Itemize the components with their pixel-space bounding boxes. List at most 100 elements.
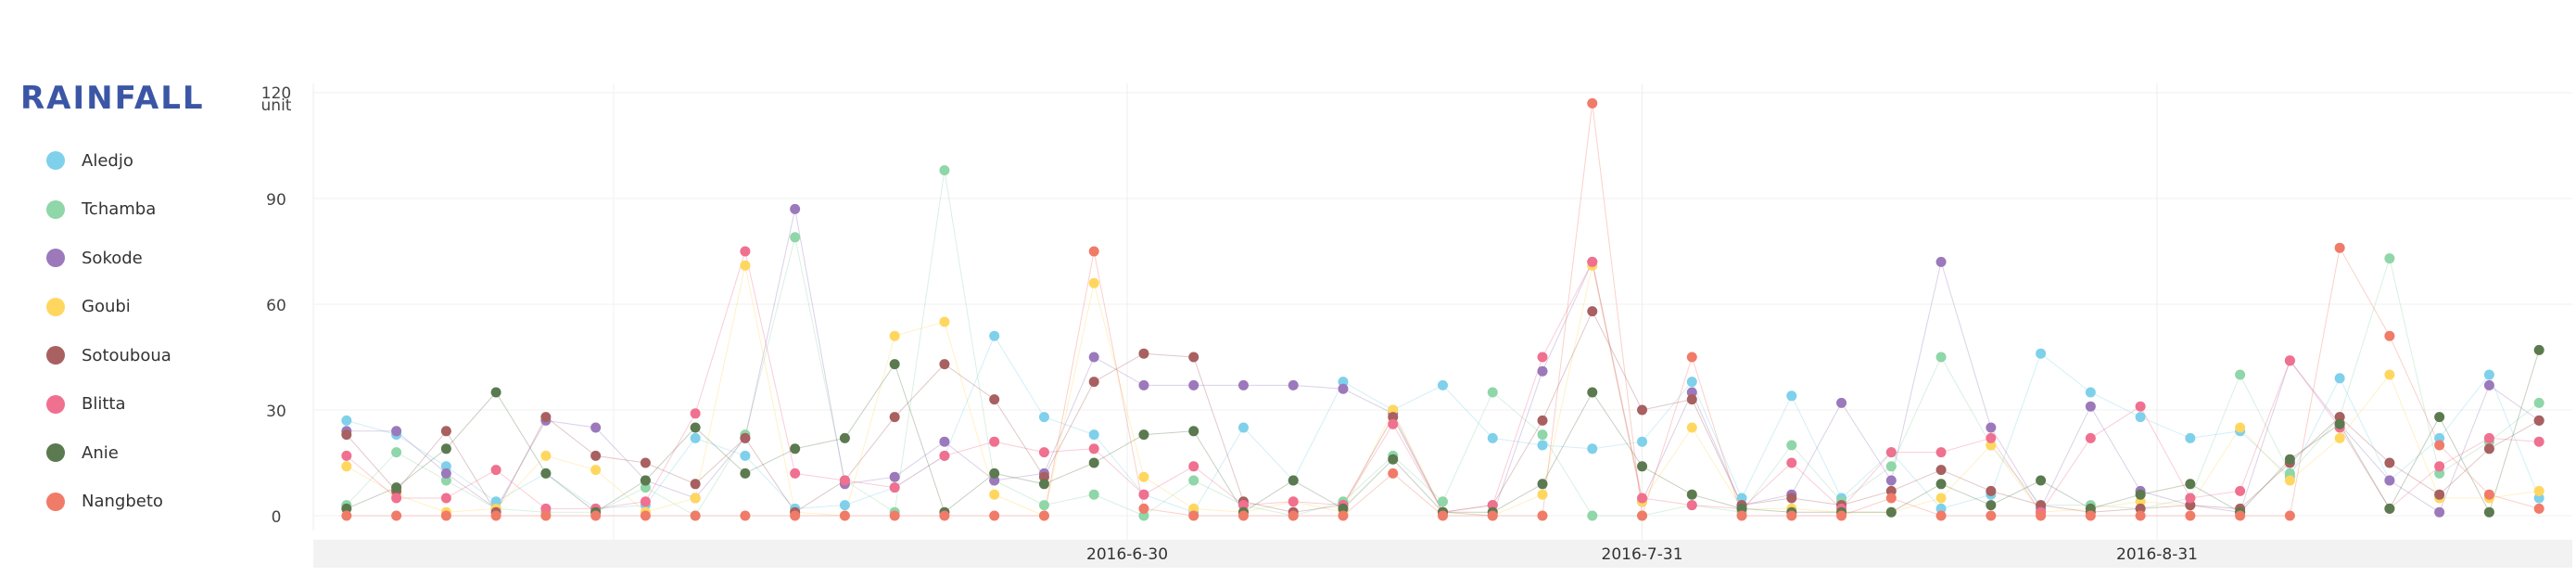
data-point-blitta[interactable] — [1038, 447, 1049, 458]
data-point-sotouboua[interactable] — [690, 479, 701, 490]
data-point-anie[interactable] — [2135, 489, 2146, 500]
data-point-blitta[interactable] — [540, 503, 552, 514]
data-point-sotouboua[interactable] — [1537, 415, 1548, 426]
data-point-sotouboua[interactable] — [2483, 443, 2494, 454]
data-point-aledjo[interactable] — [1786, 390, 1797, 402]
data-point-sokode[interactable] — [1686, 387, 1697, 398]
data-point-sotouboua[interactable] — [1686, 394, 1697, 405]
data-point-anie[interactable] — [839, 432, 850, 443]
data-point-tchamba[interactable] — [1438, 496, 1448, 507]
data-point-blitta[interactable] — [1935, 447, 1947, 458]
data-point-goubi[interactable] — [1935, 493, 1947, 504]
data-point-aledjo[interactable] — [740, 450, 751, 461]
data-point-anie[interactable] — [2085, 503, 2096, 514]
data-point-goubi[interactable] — [1986, 440, 1997, 451]
data-point-anie[interactable] — [440, 443, 451, 454]
data-point-tchamba[interactable] — [1587, 510, 1598, 521]
data-point-goubi[interactable] — [1088, 277, 1099, 288]
data-point-sotouboua[interactable] — [889, 412, 900, 423]
data-point-nangbeto[interactable] — [1088, 246, 1099, 257]
data-point-anie[interactable] — [1038, 479, 1049, 490]
data-point-goubi[interactable] — [590, 465, 602, 476]
data-point-blitta[interactable] — [2284, 355, 2295, 366]
data-point-blitta[interactable] — [1686, 500, 1697, 511]
data-point-sokode[interactable] — [2384, 475, 2395, 486]
data-point-blitta[interactable] — [1288, 496, 1299, 507]
data-point-nangbeto[interactable] — [1237, 510, 1249, 521]
data-point-goubi[interactable] — [1188, 503, 1199, 514]
data-point-anie[interactable] — [341, 503, 352, 514]
data-point-aledjo[interactable] — [1438, 379, 1448, 390]
data-point-sokode[interactable] — [1885, 475, 1897, 486]
data-point-sokode[interactable] — [2434, 506, 2445, 518]
data-point-blitta[interactable] — [740, 246, 751, 257]
data-point-blitta[interactable] — [341, 450, 352, 461]
data-point-sotouboua[interactable] — [341, 429, 352, 441]
data-point-tchamba[interactable] — [2384, 253, 2395, 264]
data-point-blitta[interactable] — [1587, 256, 1598, 267]
legend-item-nangbeto[interactable]: Nangbeto — [46, 485, 163, 518]
data-point-nangbeto[interactable] — [440, 510, 451, 521]
data-point-blitta[interactable] — [790, 467, 801, 479]
data-point-blitta[interactable] — [2235, 485, 2246, 496]
data-point-anie[interactable] — [1986, 500, 1997, 511]
data-point-sokode[interactable] — [1836, 397, 1847, 408]
data-point-sokode[interactable] — [590, 422, 602, 433]
data-point-blitta[interactable] — [2533, 436, 2544, 447]
data-point-nangbeto[interactable] — [391, 510, 402, 521]
data-point-blitta[interactable] — [1986, 432, 1997, 443]
data-point-blitta[interactable] — [640, 496, 651, 507]
legend-item-anie[interactable]: Anie — [46, 436, 119, 469]
data-point-anie[interactable] — [640, 475, 651, 486]
data-point-tchamba[interactable] — [440, 475, 451, 486]
data-point-anie[interactable] — [540, 467, 552, 479]
data-point-blitta[interactable] — [2185, 493, 2196, 504]
data-point-sokode[interactable] — [989, 475, 1000, 486]
data-point-aledjo[interactable] — [1935, 503, 1947, 514]
data-point-anie[interactable] — [391, 482, 402, 493]
data-point-sokode[interactable] — [790, 203, 801, 214]
data-point-nangbeto[interactable] — [1487, 510, 1498, 521]
data-point-anie[interactable] — [2036, 475, 2047, 486]
data-point-sotouboua[interactable] — [2434, 489, 2445, 500]
data-point-goubi[interactable] — [2284, 475, 2295, 486]
data-point-sotouboua[interactable] — [2036, 500, 2047, 511]
data-point-blitta[interactable] — [2483, 432, 2494, 443]
data-point-aledjo[interactable] — [1736, 493, 1747, 504]
data-point-nangbeto[interactable] — [1836, 510, 1847, 521]
data-point-tchamba[interactable] — [1487, 387, 1498, 398]
data-point-blitta[interactable] — [939, 450, 950, 461]
data-point-anie[interactable] — [490, 387, 501, 398]
data-point-sotouboua[interactable] — [1188, 352, 1199, 363]
data-point-blitta[interactable] — [1088, 443, 1099, 454]
data-point-nangbeto[interactable] — [341, 510, 352, 521]
data-point-tchamba[interactable] — [1138, 510, 1149, 521]
data-point-goubi[interactable] — [989, 489, 1000, 500]
legend-item-sokode[interactable]: Sokode — [46, 241, 143, 275]
data-point-nangbeto[interactable] — [839, 510, 850, 521]
data-point-nangbeto[interactable] — [2185, 510, 2196, 521]
data-point-aledjo[interactable] — [2185, 432, 2196, 443]
data-point-sotouboua[interactable] — [540, 412, 552, 423]
data-point-tchamba[interactable] — [1885, 461, 1897, 472]
data-point-aledjo[interactable] — [1487, 432, 1498, 443]
data-point-sotouboua[interactable] — [640, 457, 651, 468]
data-point-anie[interactable] — [1288, 475, 1299, 486]
data-point-blitta[interactable] — [989, 436, 1000, 447]
data-point-blitta[interactable] — [391, 493, 402, 504]
data-point-sokode[interactable] — [1537, 365, 1548, 377]
data-point-nangbeto[interactable] — [1138, 503, 1149, 514]
data-point-aledjo[interactable] — [1637, 436, 1648, 447]
data-point-tchamba[interactable] — [1786, 440, 1797, 451]
data-point-tchamba[interactable] — [2533, 397, 2544, 408]
data-point-blitta[interactable] — [2135, 401, 2146, 412]
data-point-sokode[interactable] — [1237, 379, 1249, 390]
data-point-sotouboua[interactable] — [1388, 412, 1399, 423]
data-point-goubi[interactable] — [1537, 489, 1548, 500]
data-point-sotouboua[interactable] — [989, 394, 1000, 405]
data-point-tchamba[interactable] — [640, 482, 651, 493]
legend-item-blitta[interactable]: Blitta — [46, 388, 126, 421]
data-point-nangbeto[interactable] — [2036, 510, 2047, 521]
data-point-aledjo[interactable] — [1088, 429, 1099, 441]
data-point-nangbeto[interactable] — [2235, 510, 2246, 521]
